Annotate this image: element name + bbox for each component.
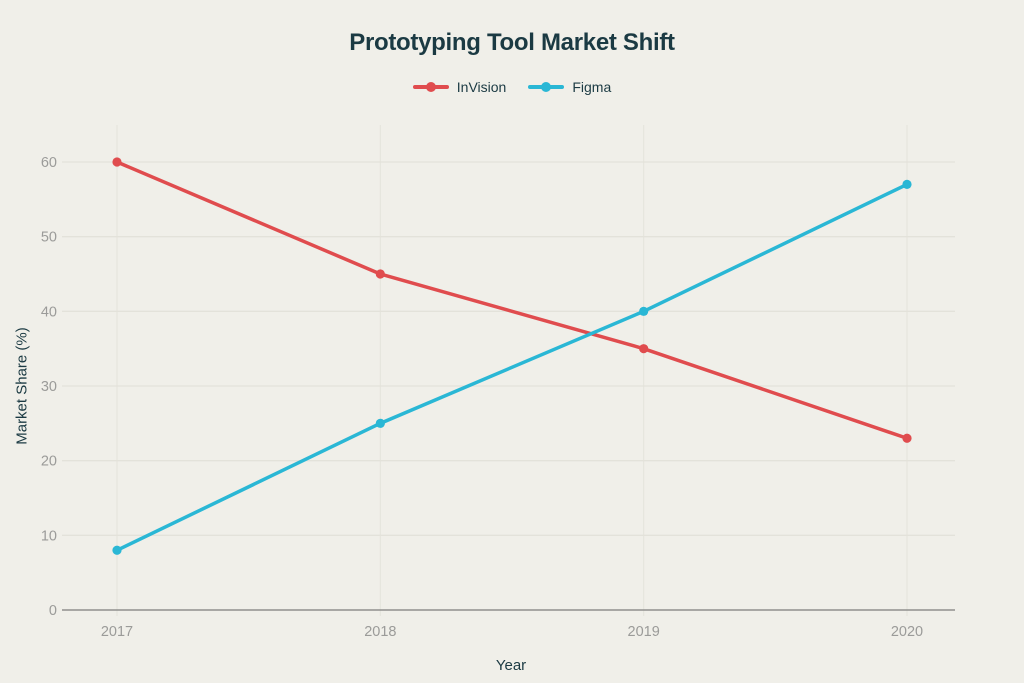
data-point-invision[interactable]: [375, 269, 385, 279]
data-point-invision[interactable]: [639, 344, 649, 354]
legend-item-figma[interactable]: Figma: [528, 79, 611, 95]
invision-series-marker-icon: [412, 85, 449, 89]
data-point-figma[interactable]: [639, 306, 649, 316]
x-tick-label: 2018: [364, 624, 396, 640]
series-line-figma: [115, 182, 909, 553]
x-tick-label: 2019: [628, 624, 660, 640]
y-tick-label: 0: [49, 603, 57, 619]
data-point-invision[interactable]: [902, 433, 912, 443]
chart-legend: InVision Figma: [0, 79, 1024, 95]
legend-item-invision[interactable]: InVision: [412, 79, 507, 95]
data-point-invision[interactable]: [112, 157, 122, 167]
chart-title: Prototyping Tool Market Shift: [349, 29, 675, 56]
x-tick-label: 2020: [891, 624, 923, 640]
data-point-figma[interactable]: [902, 179, 912, 189]
y-tick-label: 10: [41, 528, 57, 544]
x-axis-title: Year: [495, 657, 527, 674]
y-tick-label: 20: [41, 454, 57, 470]
data-point-figma[interactable]: [375, 418, 385, 428]
y-tick-label: 30: [41, 379, 57, 395]
series-line-invision: [115, 160, 909, 441]
y-tick-label: 50: [41, 230, 57, 246]
x-tick-label: 2017: [101, 624, 133, 640]
y-tick-label: 60: [41, 155, 57, 171]
y-tick-label: 40: [41, 304, 57, 320]
data-point-figma[interactable]: [112, 545, 122, 555]
y-axis-title: Market Share (%): [13, 327, 31, 445]
legend-label-figma: Figma: [572, 79, 612, 95]
legend-label-invision: InVision: [456, 79, 507, 95]
figma-series-marker-icon: [528, 85, 565, 89]
